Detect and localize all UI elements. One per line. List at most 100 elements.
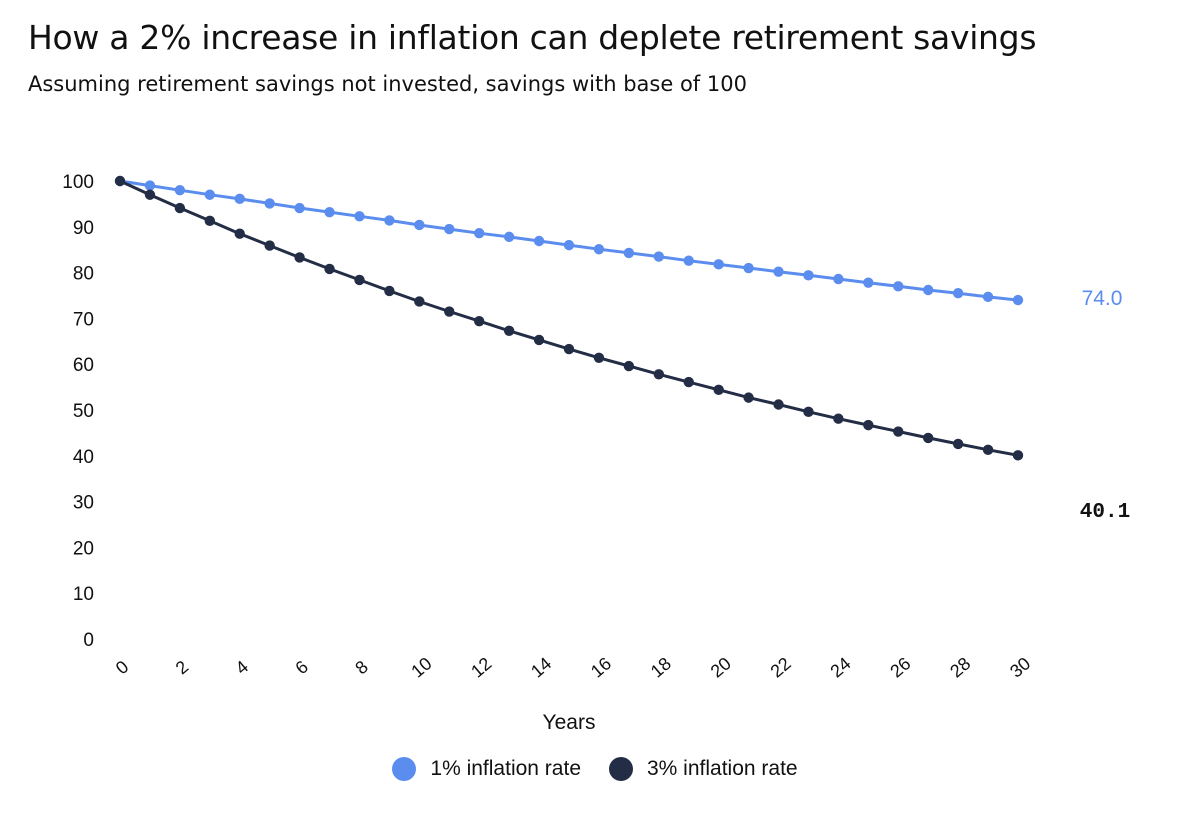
- data-point-s1-21: [743, 392, 754, 403]
- data-point-s1-18: [653, 369, 664, 380]
- x-tick-label-28: 28: [946, 653, 974, 681]
- data-point-s0-19: [683, 255, 694, 266]
- data-point-s0-4: [234, 193, 245, 205]
- data-point-s1-5: [264, 240, 275, 251]
- data-point-s1-12: [474, 315, 485, 327]
- data-point-s1-17: [623, 360, 635, 372]
- data-point-s0-29: [982, 291, 994, 303]
- legend-item-3pct[interactable]: 3% inflation rate: [609, 757, 798, 781]
- legend-label-3pct: 3% inflation rate: [647, 757, 798, 780]
- data-point-s0-7: [324, 206, 335, 218]
- data-point-s1-10: [414, 296, 425, 307]
- end-label-3pct: 40.1: [1080, 501, 1130, 524]
- data-point-s1-2: [174, 202, 186, 214]
- data-point-s1-29: [982, 444, 994, 456]
- x-tick-label-10: 10: [407, 653, 435, 681]
- data-point-s0-28: [952, 288, 964, 299]
- data-point-s1-28: [952, 438, 964, 450]
- data-point-s0-14: [533, 235, 545, 247]
- data-point-s0-9: [384, 215, 395, 226]
- x-tick-label-4: 4: [232, 657, 253, 679]
- data-point-s1-23: [803, 406, 814, 418]
- data-point-s1-24: [833, 413, 844, 424]
- data-point-s0-13: [503, 231, 515, 243]
- x-axis-title: Years: [543, 711, 596, 734]
- data-point-s1-8: [354, 274, 365, 286]
- x-tick-label-12: 12: [467, 653, 495, 681]
- data-point-s0-5: [264, 198, 275, 209]
- data-point-s0-27: [923, 284, 934, 296]
- data-point-s1-20: [713, 384, 724, 396]
- data-point-s0-17: [623, 247, 635, 259]
- data-point-s0-8: [354, 211, 365, 222]
- data-point-s0-3: [204, 189, 215, 200]
- data-point-s1-4: [234, 228, 245, 239]
- x-tick-label-24: 24: [826, 653, 854, 681]
- data-point-s1-25: [863, 419, 874, 431]
- data-point-s1-27: [923, 432, 934, 444]
- chart-subtitle: Assuming retirement savings not invested…: [28, 72, 747, 96]
- x-tick-label-22: 22: [767, 653, 795, 681]
- data-point-s1-6: [294, 252, 305, 263]
- data-point-s1-16: [593, 352, 605, 363]
- x-tick-label-20: 20: [707, 653, 735, 681]
- data-point-s0-10: [414, 219, 425, 231]
- x-tick-label-18: 18: [647, 653, 675, 681]
- data-point-s1-19: [683, 376, 694, 388]
- y-tick-label-60: 60: [73, 355, 94, 376]
- data-point-s0-23: [803, 270, 814, 281]
- data-point-s1-13: [503, 325, 515, 336]
- x-tick-label-0: 0: [112, 657, 133, 679]
- data-point-s0-25: [863, 277, 874, 288]
- data-point-s1-3: [204, 215, 215, 227]
- data-point-s0-21: [743, 262, 754, 274]
- data-point-s0-24: [833, 273, 844, 285]
- data-point-s0-6: [294, 202, 305, 214]
- series-line-1: [119, 179, 1019, 457]
- data-point-s0-16: [593, 244, 605, 255]
- data-point-s1-26: [893, 426, 904, 437]
- data-point-s0-18: [653, 251, 664, 262]
- data-point-s1-15: [563, 343, 575, 355]
- data-point-s0-26: [893, 281, 904, 292]
- x-tick-label-26: 26: [886, 653, 914, 681]
- legend-item-1pct[interactable]: 1% inflation rate: [392, 757, 581, 781]
- legend-swatch-3pct: [609, 757, 633, 781]
- y-tick-label-80: 80: [73, 264, 94, 285]
- data-point-s1-7: [324, 263, 335, 275]
- data-point-s0-22: [773, 266, 784, 277]
- y-tick-label-40: 40: [73, 447, 94, 468]
- data-point-s0-2: [174, 184, 186, 196]
- x-tick-label-16: 16: [587, 653, 615, 681]
- y-tick-label-20: 20: [73, 538, 94, 559]
- data-point-s0-12: [474, 228, 485, 239]
- data-point-s1-14: [533, 334, 545, 346]
- data-point-s0-20: [713, 259, 724, 270]
- x-tick-label-30: 30: [1006, 653, 1034, 681]
- y-tick-label-100: 100: [62, 172, 94, 193]
- data-point-s1-0: [114, 175, 126, 187]
- end-label-1pct: 74.0: [1082, 287, 1123, 310]
- x-tick-label-8: 8: [351, 657, 372, 679]
- data-point-s1-9: [384, 285, 395, 297]
- data-point-s0-1: [144, 180, 156, 191]
- legend: 1% inflation rate 3% inflation rate: [0, 757, 1190, 781]
- y-tick-label-70: 70: [73, 309, 94, 330]
- y-tick-label-30: 30: [73, 493, 94, 514]
- chart-title: How a 2% increase in inflation can deple…: [28, 18, 1037, 57]
- data-point-s1-11: [444, 306, 455, 317]
- y-tick-label-10: 10: [73, 584, 94, 605]
- data-point-s1-22: [773, 399, 784, 410]
- y-tick-label-50: 50: [73, 401, 94, 422]
- y-tick-label-0: 0: [83, 630, 94, 651]
- data-point-s0-11: [444, 223, 455, 235]
- legend-label-1pct: 1% inflation rate: [430, 757, 581, 780]
- data-point-s1-1: [144, 189, 156, 200]
- x-tick-label-2: 2: [172, 657, 193, 679]
- data-point-s1-30: [1012, 450, 1024, 461]
- x-tick-label-6: 6: [291, 657, 312, 679]
- x-tick-label-14: 14: [527, 653, 555, 681]
- data-point-s0-30: [1012, 294, 1024, 306]
- legend-swatch-1pct: [392, 757, 417, 781]
